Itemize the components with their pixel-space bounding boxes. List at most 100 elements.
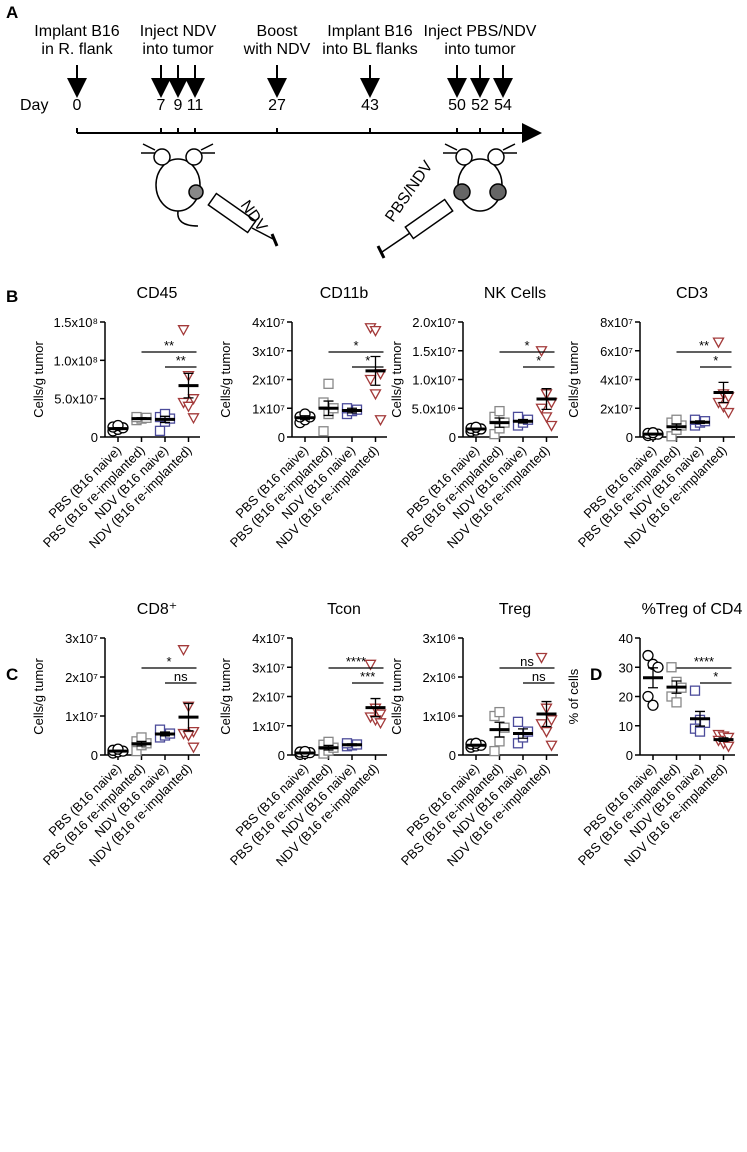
significance-label: *	[166, 654, 171, 669]
day-label: 0	[73, 97, 82, 114]
data-point	[535, 346, 548, 358]
y-axis-label: Cells/g tumor	[218, 341, 233, 418]
significance-label: *	[713, 669, 718, 684]
event-label: Implant B16	[327, 23, 412, 40]
data-point	[545, 715, 558, 727]
chart-title: CD8⁺	[137, 601, 177, 618]
y-tick-label: 3x10⁷	[65, 631, 98, 646]
significance-label: *	[524, 338, 529, 353]
panel-label: B	[6, 287, 18, 306]
y-tick-label: 4x10⁷	[252, 315, 285, 330]
data-point	[323, 378, 334, 389]
chart-title: CD45	[137, 285, 178, 302]
data-point	[177, 325, 190, 337]
data-point	[182, 401, 195, 413]
chart: NK Cells Cells/g tumor 0 5.0x10⁶ 1.0x10⁷ 1.5x…	[389, 285, 558, 551]
day-label: 27	[268, 97, 286, 114]
data-point	[182, 730, 195, 742]
data-point	[369, 325, 382, 337]
event-label: with NDV	[243, 41, 311, 58]
data-point	[187, 394, 200, 406]
data-point	[642, 690, 654, 703]
y-axis-label: Cells/g tumor	[218, 658, 233, 735]
day-label: 50	[448, 97, 466, 114]
data-point	[187, 413, 200, 425]
chart-title: Treg	[499, 601, 531, 618]
panel-label: A	[6, 3, 18, 22]
axis-label: Day	[20, 97, 48, 114]
data-point	[666, 662, 677, 673]
y-axis-label: Cells/g tumor	[389, 341, 404, 418]
y-tick-label: 0	[278, 430, 285, 445]
data-point	[671, 697, 682, 708]
significance-label: *	[536, 353, 541, 368]
y-tick-label: 20	[619, 690, 633, 705]
y-axis-label: Cells/g tumor	[31, 341, 46, 418]
y-tick-label: 1.0x10⁷	[412, 373, 456, 388]
event-label: Boost	[257, 23, 298, 40]
y-tick-label: 0	[91, 430, 98, 445]
significance-label: ns	[520, 654, 534, 669]
data-point	[374, 709, 387, 721]
data-point	[535, 652, 548, 664]
y-tick-label: 0	[278, 748, 285, 763]
day-label: 9	[174, 97, 183, 114]
y-tick-label: 3x10⁶	[422, 631, 456, 646]
y-tick-label: 5.0x10⁶	[412, 401, 456, 416]
event-label: Inject PBS/NDV	[424, 23, 537, 40]
data-point	[545, 420, 558, 432]
day-label: 7	[157, 97, 166, 114]
mouse-icon	[141, 143, 279, 247]
y-tick-label: 3x10⁷	[252, 344, 285, 359]
data-point	[364, 374, 377, 386]
data-point	[369, 389, 382, 401]
data-point	[131, 411, 142, 423]
y-tick-label: 1.5x10⁷	[412, 344, 456, 359]
significance-label: ns	[532, 669, 546, 684]
y-tick-label: 2x10⁷	[252, 373, 285, 388]
y-tick-label: 5.0x10⁷	[54, 392, 98, 407]
data-point	[112, 743, 124, 755]
event-label: into tumor	[444, 41, 516, 58]
chart-title: Tcon	[327, 601, 361, 618]
y-tick-label: 0	[449, 748, 456, 763]
data-point	[535, 719, 548, 731]
data-point	[154, 425, 166, 437]
y-tick-label: 1x10⁷	[252, 719, 285, 734]
data-point	[374, 415, 387, 427]
y-tick-label: 2x10⁷	[252, 690, 285, 705]
significance-label: *	[713, 353, 718, 368]
day-label: 54	[494, 97, 512, 114]
significance-label: ****	[346, 654, 366, 669]
significance-label: ***	[360, 669, 375, 684]
significance-label: ****	[694, 654, 714, 669]
data-point	[689, 414, 701, 425]
significance-label: *	[353, 338, 358, 353]
y-tick-label: 0	[626, 430, 633, 445]
y-tick-label: 3x10⁷	[252, 660, 285, 675]
data-point	[545, 740, 558, 752]
day-label: 52	[471, 97, 489, 114]
significance-label: **	[176, 353, 186, 368]
data-point	[364, 659, 377, 671]
y-tick-label: 10	[619, 719, 633, 734]
data-point	[318, 426, 329, 437]
chart-title: CD11b	[320, 285, 369, 302]
data-point	[671, 414, 682, 425]
data-point	[470, 737, 482, 749]
event-label: into BL flanks	[322, 41, 417, 58]
y-tick-label: 8x10⁷	[600, 315, 633, 330]
data-point	[374, 718, 387, 730]
chart-title: NK Cells	[484, 285, 546, 302]
y-tick-label: 1x10⁷	[65, 709, 98, 724]
event-label: into tumor	[142, 41, 214, 58]
y-tick-label: 30	[619, 660, 633, 675]
data-point	[642, 649, 654, 662]
